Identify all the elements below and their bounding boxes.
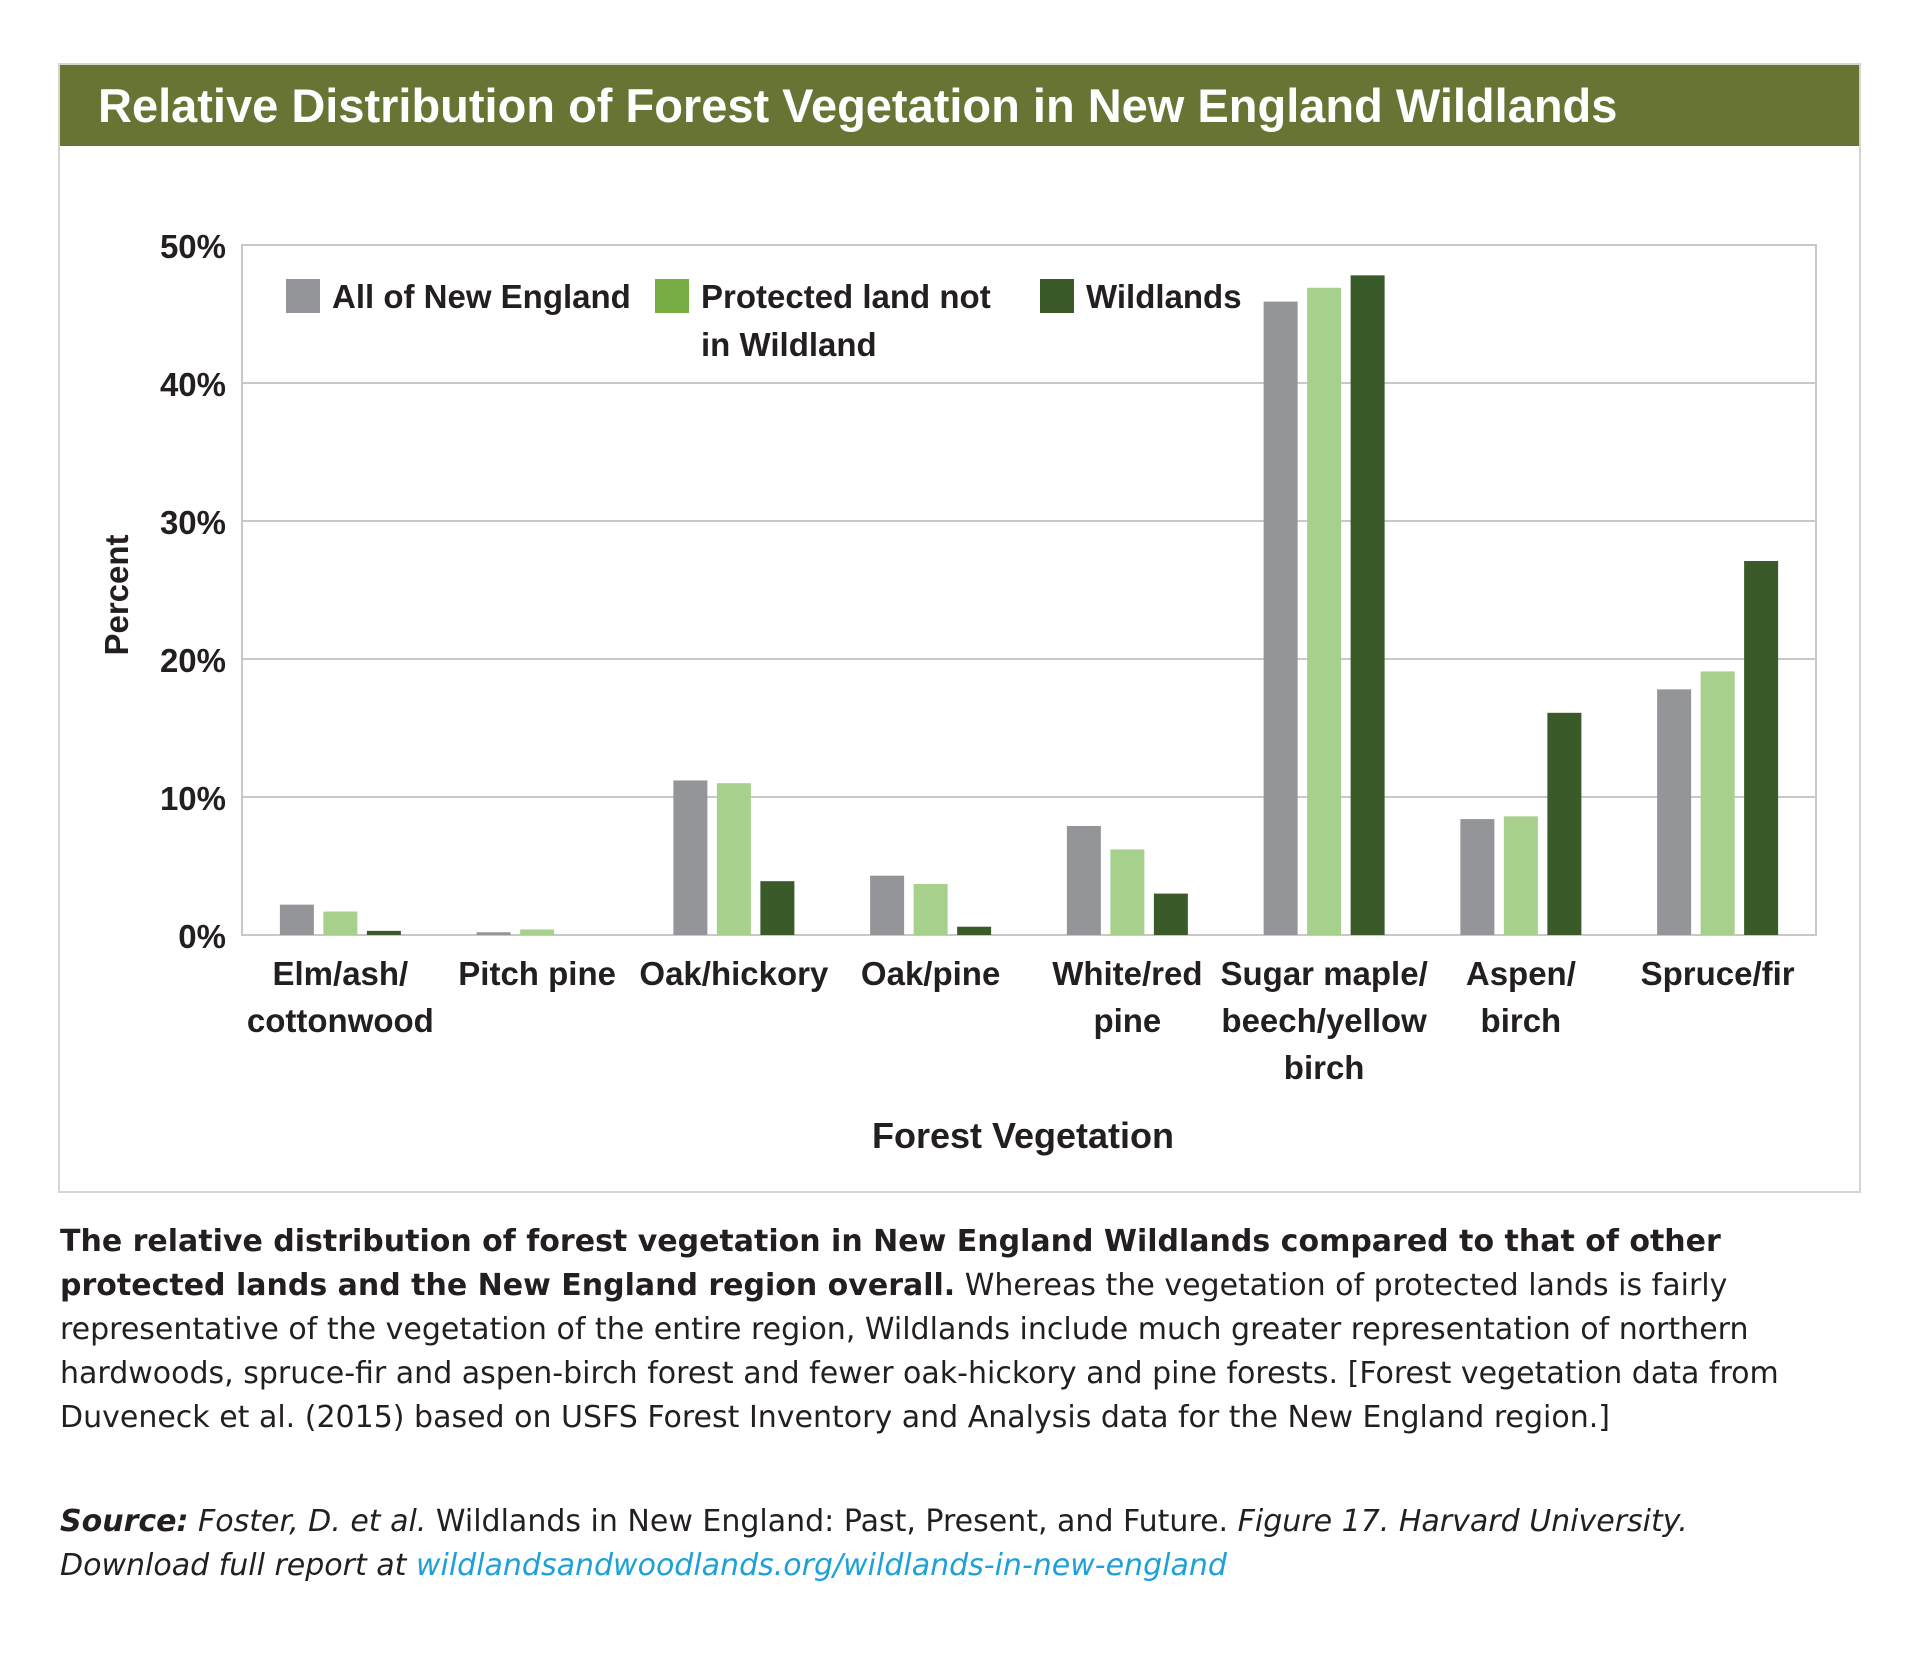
x-tick-label: Aspen/ xyxy=(1466,955,1576,992)
x-tick-label: White/red xyxy=(1052,955,1202,992)
chart-frame: Relative Distribution of Forest Vegetati… xyxy=(58,63,1861,1193)
title-bar: Relative Distribution of Forest Vegetati… xyxy=(60,65,1859,146)
bar-wildlands xyxy=(366,930,401,935)
y-axis-label: Percent xyxy=(98,534,135,655)
legend-swatch xyxy=(286,279,320,313)
bar-chart: 0% 10% 20% 30% 40% 50% Elm/ash/cottonwood Pitc… xyxy=(98,228,1817,1156)
figure-caption: The relative distribution of forest vege… xyxy=(60,1220,1860,1440)
bar-protected-land xyxy=(1307,287,1342,935)
bar-wildlands xyxy=(957,926,992,935)
x-tick-label: cottonwood xyxy=(247,1002,434,1039)
figure-source: Source: Foster, D. et al. Wildlands in N… xyxy=(60,1500,1880,1588)
bar-wildlands xyxy=(1350,275,1385,935)
y-tick-label: 10% xyxy=(160,780,226,817)
x-tick-label: Pitch pine xyxy=(458,955,616,992)
legend-protected-land: Protected land not in Wildland xyxy=(655,278,991,363)
y-tick-label: 40% xyxy=(160,366,226,403)
bar-all-new-england xyxy=(1657,689,1692,935)
bar-protected-land xyxy=(520,929,555,935)
bar-all-new-england xyxy=(1066,825,1101,935)
x-tick-label: Oak/pine xyxy=(861,955,1000,992)
legend-wildlands: Wildlands xyxy=(1040,278,1242,315)
legend: All of New England Protected land not in W… xyxy=(286,278,1242,363)
y-axis-ticks: 0% 10% 20% 30% 40% 50% xyxy=(160,228,226,955)
x-tick-label: birch xyxy=(1481,1002,1562,1039)
y-tick-label: 50% xyxy=(160,228,226,265)
legend-swatch xyxy=(655,279,689,313)
source-authors: Foster, D. et al. xyxy=(188,1504,427,1539)
legend-label: Protected land not xyxy=(701,278,991,315)
bar-protected-land xyxy=(913,883,948,935)
bar-all-new-england xyxy=(1460,819,1495,935)
x-tick-label: beech/yellow xyxy=(1221,1002,1427,1039)
y-tick-label: 30% xyxy=(160,504,226,541)
source-figure: Figure 17. Harvard University. xyxy=(1228,1504,1688,1539)
caption-bold: The relative distribution of forest vege… xyxy=(60,1224,1721,1303)
x-tick-label: Oak/hickory xyxy=(639,955,829,992)
x-tick-label: Sugar maple/ xyxy=(1221,955,1428,992)
bar-wildlands xyxy=(1744,561,1779,935)
x-tick-label: Elm/ash/ xyxy=(273,955,409,992)
bar-protected-land xyxy=(323,911,358,935)
bar-all-new-england xyxy=(1263,301,1298,936)
x-axis-label: Forest Vegetation xyxy=(872,1115,1174,1156)
y-tick-label: 0% xyxy=(178,918,226,955)
caption-text: Whereas the vegetation of protected land… xyxy=(60,1268,1779,1435)
x-axis-ticks: Elm/ash/cottonwood Pitch pine Oak/hickory O… xyxy=(247,955,1795,1086)
bar-all-new-england xyxy=(673,780,708,935)
bar-all-new-england xyxy=(279,904,314,935)
bar-protected-land xyxy=(1700,671,1735,935)
bar-all-new-england xyxy=(476,932,511,935)
source-report-title: Wildlands in New England: Past, Present,… xyxy=(426,1504,1229,1539)
source-label: Source: xyxy=(60,1504,189,1539)
chart-title: Relative Distribution of Forest Vegetati… xyxy=(98,79,1618,132)
bar-protected-land xyxy=(1503,816,1538,935)
legend-label: Wildlands xyxy=(1086,278,1242,315)
bar-protected-land xyxy=(716,783,751,935)
x-tick-label: Spruce/fir xyxy=(1641,955,1795,992)
bars xyxy=(279,275,1779,936)
bar-wildlands xyxy=(1547,712,1582,935)
legend-all-new-england: All of New England xyxy=(286,278,631,315)
source-link[interactable]: wildlandsandwoodlands.org/wildlands-in-n… xyxy=(415,1548,1227,1583)
legend-label: in Wildland xyxy=(701,326,877,363)
x-tick-label: pine xyxy=(1093,1002,1161,1039)
y-tick-label: 20% xyxy=(160,642,226,679)
source-download: Download full report at xyxy=(60,1548,416,1583)
bar-wildlands xyxy=(1153,893,1188,935)
x-tick-label: birch xyxy=(1284,1049,1365,1086)
bar-protected-land xyxy=(1110,849,1145,935)
bar-all-new-england xyxy=(870,875,905,935)
bar-wildlands xyxy=(760,881,795,935)
legend-label: All of New England xyxy=(332,278,631,315)
legend-swatch xyxy=(1040,279,1074,313)
